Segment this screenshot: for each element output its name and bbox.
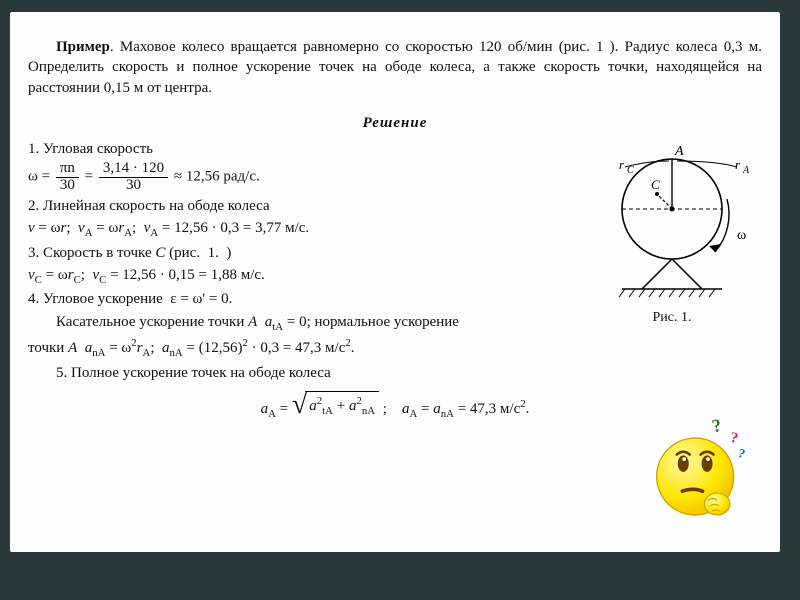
s1-frac1: πn 30 [56, 161, 79, 194]
svg-text:?: ? [736, 446, 746, 461]
svg-text:r: r [619, 157, 625, 172]
s1-frac2: 3,14 · 120 30 [99, 161, 168, 194]
step-5-title: 5. Полное ускорение точек на ободе колес… [28, 363, 762, 383]
solution-left: 1. Угловая скорость ω = πn 30 = 3,14 · 1… [28, 139, 588, 310]
svg-text:?: ? [729, 430, 739, 447]
step-5-line2: точки A anA = ω2rA; anA = (12,56)2 · 0,3… [28, 336, 762, 361]
figure-svg: A C rC rA ω [587, 139, 757, 299]
s1-frac1-den: 30 [56, 178, 79, 194]
svg-text:C: C [651, 177, 660, 192]
problem-text: . Маховое колесо вращается равномерно со… [28, 39, 762, 96]
svg-text:A: A [674, 144, 684, 159]
document-page: Пример. Маховое колесо вращается равноме… [10, 12, 780, 552]
final-equation: aA = √ a2tA + a2nA ; aA = anA = 47,3 м/с… [28, 391, 762, 422]
solution-columns: 1. Угловая скорость ω = πn 30 = 3,14 · 1… [28, 139, 762, 310]
svg-text:A: A [742, 165, 750, 176]
problem-statement: Пример. Маховое колесо вращается равноме… [28, 37, 762, 98]
svg-text:ω: ω [737, 228, 746, 243]
step-1-title: 1. Угловая скорость [28, 139, 588, 159]
thinking-emoji-icon: ? ? ? [642, 416, 752, 526]
s1-eq2: = [85, 169, 93, 185]
step-1-eq: ω = πn 30 = 3,14 · 120 30 ≈ 12,56 рад/с. [28, 161, 588, 194]
figure-caption: Рис. 1. [582, 309, 762, 328]
sqrt: √ a2tA + a2nA [292, 391, 379, 419]
svg-text:r: r [735, 157, 741, 172]
solution-title: Решение [28, 113, 762, 133]
step-4-line: 4. Угловое ускорение ε = ω' = 0. [28, 289, 588, 309]
step-2-title: 2. Линейная скорость на ободе колеса [28, 196, 588, 216]
s1-frac1-num: πn [56, 161, 79, 178]
step-3-line: vC = ωrC; vC = 12,56 · 0,15 = 1,88 м/с. [28, 265, 588, 288]
s1-frac2-den: 30 [99, 178, 168, 194]
step-3-title: 3. Скорость в точке C (рис. 1. ) [28, 243, 588, 263]
s1-tail: ≈ 12,56 рад/с. [174, 169, 260, 185]
step-2-line: v = ωr; vA = ωrA; vA = 12,56 · 0,3 = 3,7… [28, 218, 588, 241]
figure-1: A C rC rA ω Рис. 1. [582, 139, 762, 328]
s1-lhs: ω = [28, 169, 50, 185]
problem-label: Пример [56, 39, 110, 55]
s1-frac2-num: 3,14 · 120 [99, 161, 168, 178]
